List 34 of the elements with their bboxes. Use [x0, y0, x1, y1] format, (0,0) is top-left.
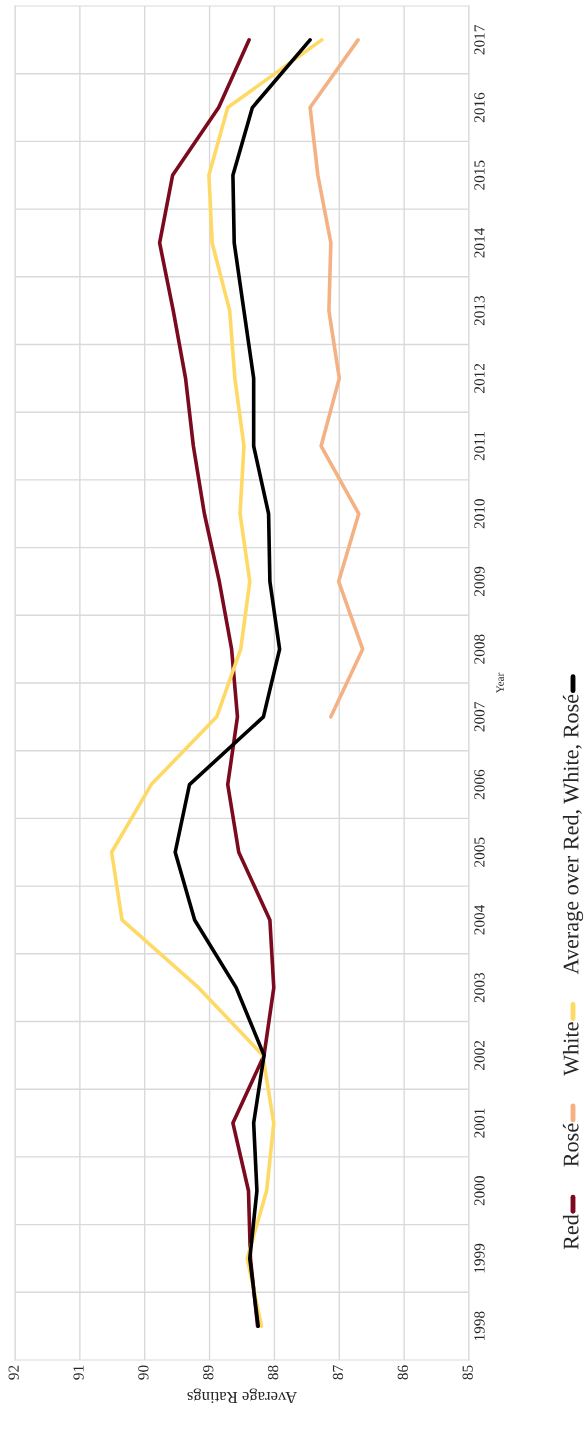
y-tick-label: 2006	[474, 769, 485, 800]
y-tick-label: 2015	[474, 160, 485, 190]
y-tick-label: 2007	[474, 702, 485, 732]
x-tick-label: 92	[8, 1365, 19, 1380]
y-axis-title: Year	[496, 672, 504, 694]
y-tick-label: 2016	[474, 92, 485, 123]
x-tick-label: 88	[267, 1365, 279, 1380]
y-tick-label: 2013	[474, 295, 485, 326]
y-tick-label: 2017	[474, 25, 485, 55]
legend-label: White	[562, 1022, 579, 1076]
legend-label: Red	[562, 1214, 579, 1250]
y-tick-label: 2004	[474, 904, 485, 935]
y-tick-label: 2009	[474, 566, 485, 597]
y-tick-label: 2014	[474, 227, 485, 258]
x-tick-label: 89	[203, 1365, 214, 1380]
y-tick-label: 2008	[474, 634, 485, 664]
x-axis-title: Average Ratings	[187, 1388, 297, 1404]
y-tick-label: 1999	[474, 1243, 485, 1273]
x-tick-label: 91	[73, 1365, 84, 1380]
y-tick-label: 2005	[474, 837, 485, 867]
legend-label: Average over Red, White, Rosé	[562, 694, 584, 975]
y-tick-label: 2003	[474, 972, 485, 1003]
y-tick-label: 2011	[474, 431, 485, 461]
y-tick-label: 2001	[474, 1108, 485, 1138]
y-tick-label: 2002	[474, 1040, 485, 1070]
y-tick-label: 2012	[474, 363, 485, 393]
y-tick-label: 1998	[474, 1311, 485, 1341]
x-tick-label: 85	[462, 1365, 473, 1380]
x-tick-label: 86	[397, 1365, 408, 1380]
legend-label: Rosé	[562, 1123, 579, 1167]
x-tick-label: 90	[138, 1365, 149, 1380]
x-tick-label: 87	[332, 1365, 344, 1380]
y-tick-label: 2010	[474, 499, 485, 529]
y-tick-label: 2000	[474, 1176, 485, 1206]
